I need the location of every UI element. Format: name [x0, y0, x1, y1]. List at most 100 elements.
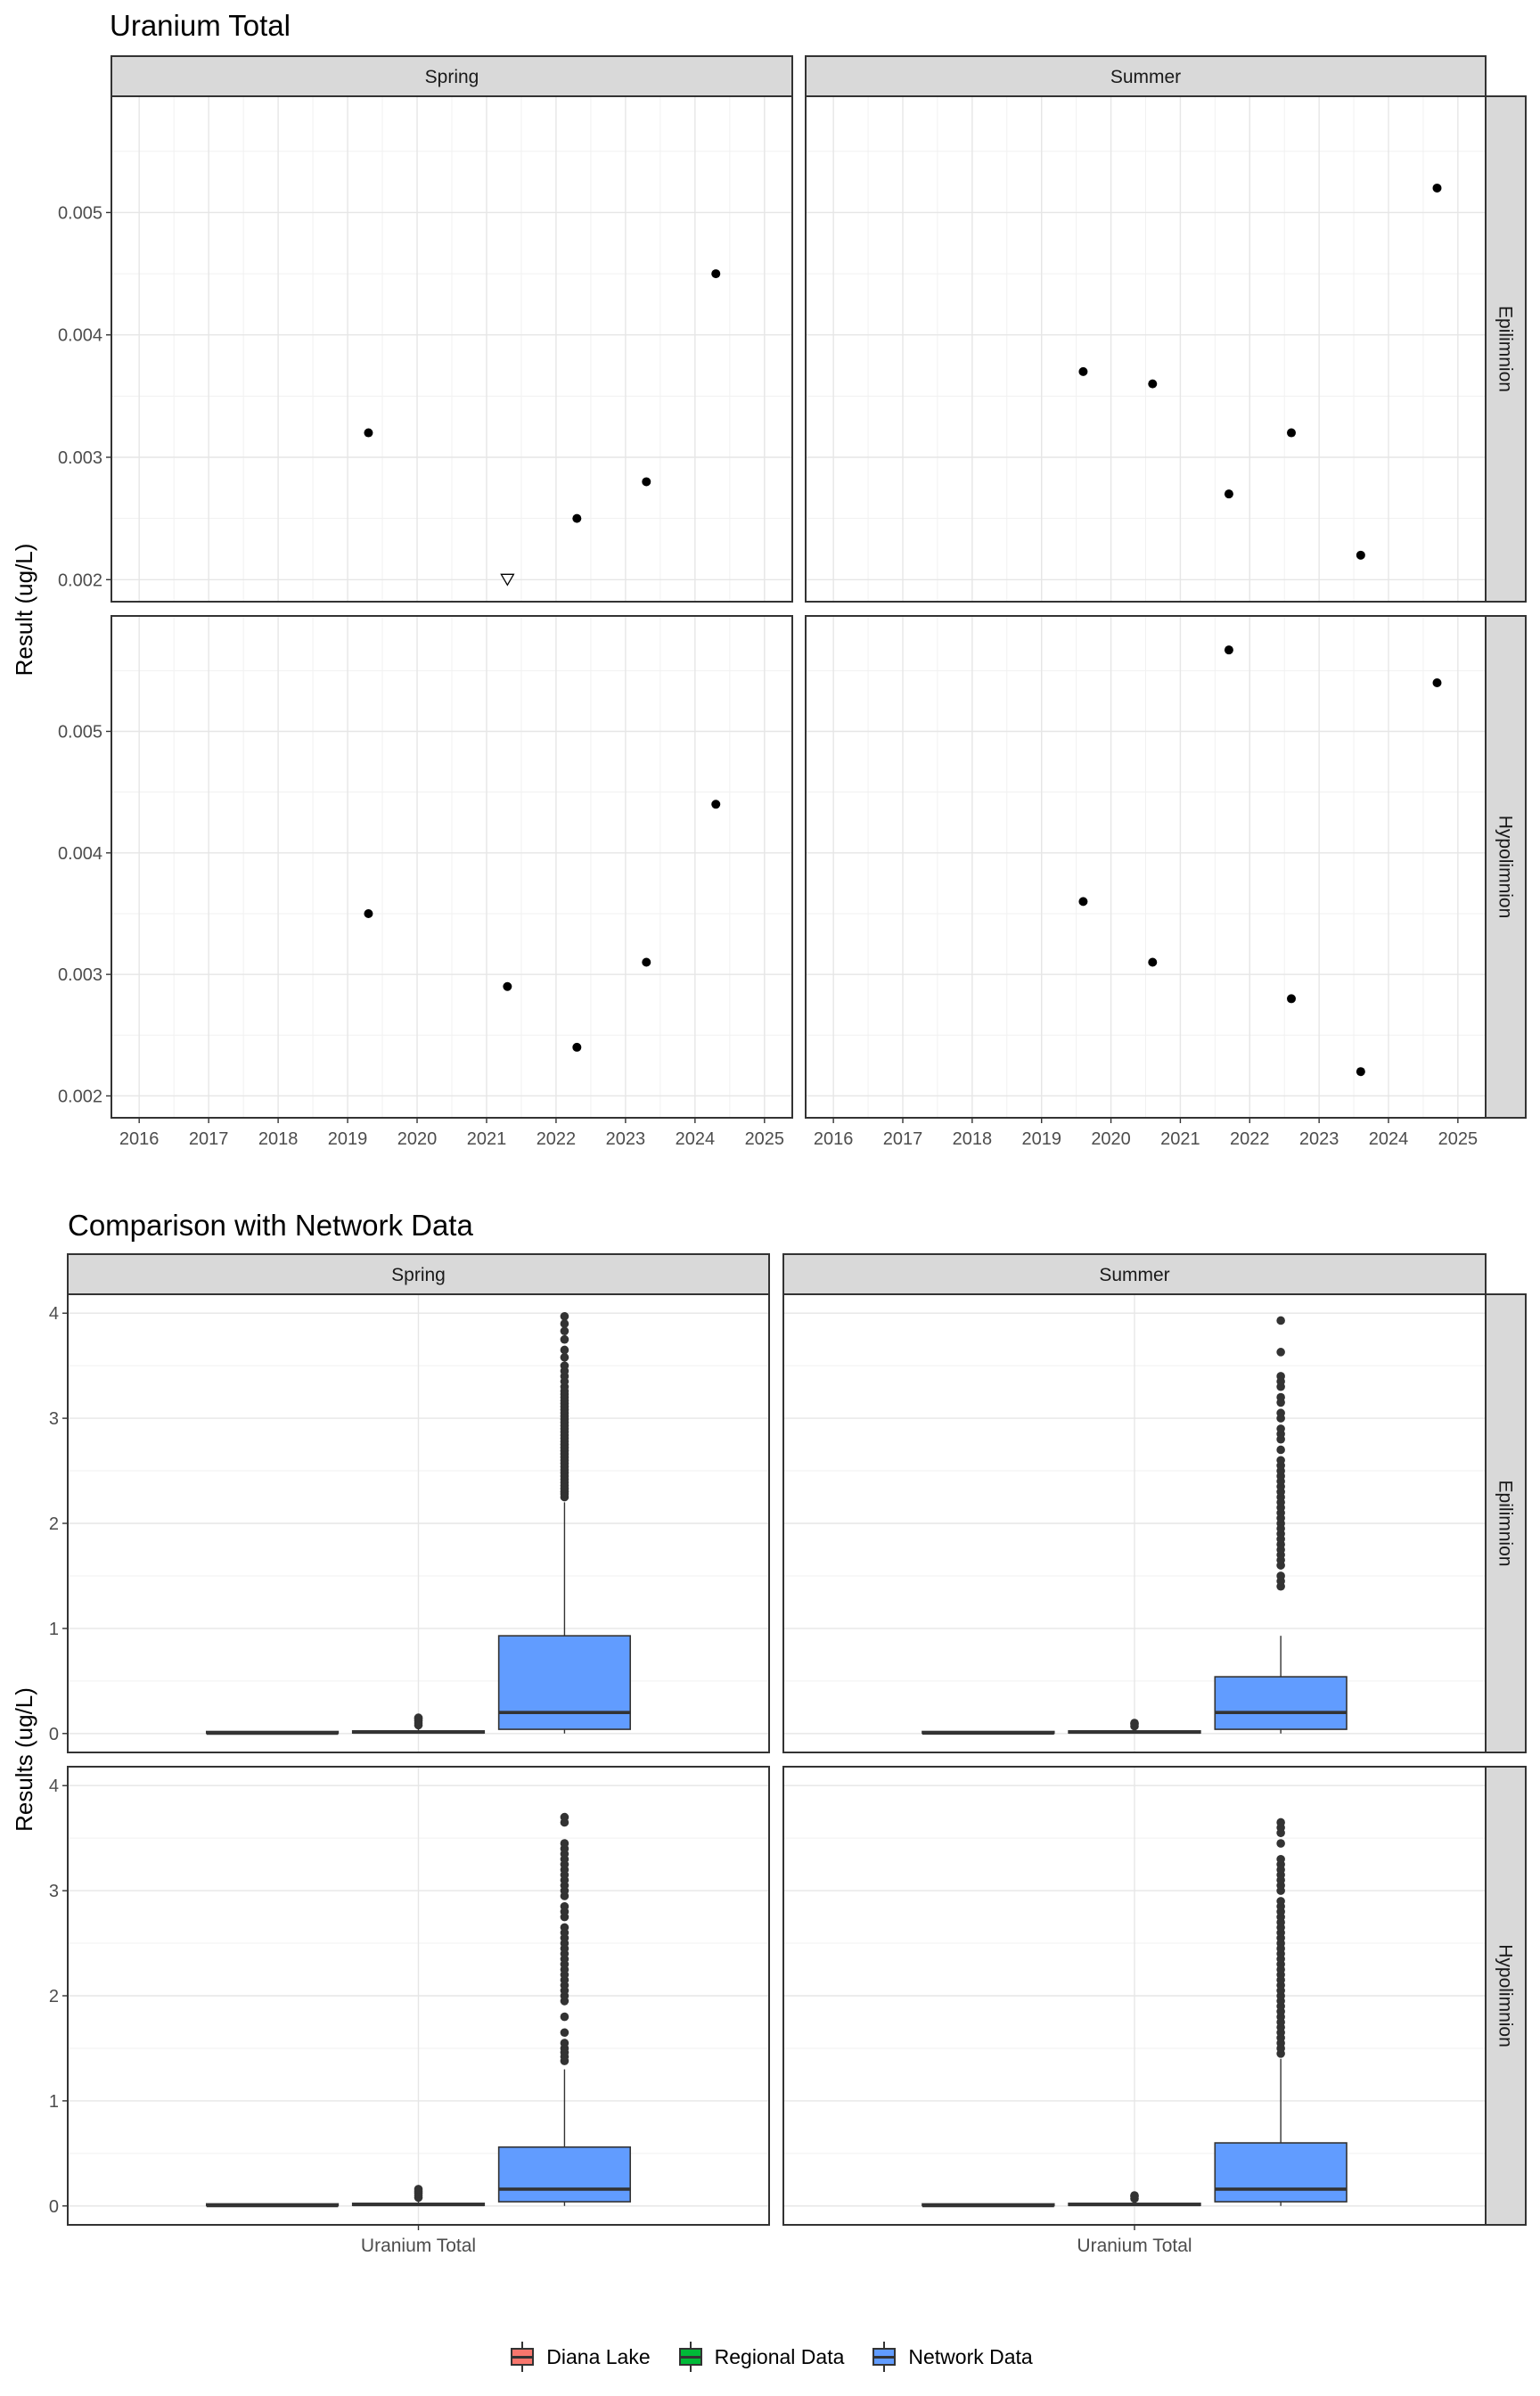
box-network-data-outlier: [1276, 1571, 1285, 1580]
x-tick-label: 2016: [814, 1129, 854, 1149]
y-tick-label: 0: [49, 2197, 59, 2217]
box-network-data-outlier: [560, 1839, 569, 1848]
data-point: [1356, 1067, 1365, 1077]
legend: Diana Lake Regional Data Network Data: [0, 2335, 1540, 2378]
box-network-data-outlier: [1276, 1392, 1285, 1402]
box-regional-data-outlier: [1130, 1719, 1139, 1727]
box-network-data-outlier: [1276, 1408, 1285, 1418]
box-regional-data-outlier: [414, 2185, 423, 2194]
y-tick-label: 0.004: [58, 844, 102, 864]
strip-spring-top: [111, 55, 793, 97]
data-point: [1356, 550, 1365, 560]
data-point: [1148, 957, 1158, 967]
strip-spring-bottom: [67, 1253, 770, 1295]
x-tick-label-category: Uranium Total: [361, 2236, 476, 2256]
legend-label-network-data: Network Data: [908, 2344, 1033, 2368]
legend-label-regional-data: Regional Data: [714, 2344, 845, 2368]
legend-key-diana-lake: [507, 2342, 537, 2372]
box-network-data-iqr: [1214, 1676, 1348, 1730]
box-regional-data-outlier: [1130, 2191, 1139, 2200]
box-network-data-outlier: [1276, 1818, 1285, 1827]
x-tick-label: 2023: [606, 1129, 646, 1149]
box-network-data-outlier: [560, 1334, 569, 1344]
chart-title-comparison: Comparison with Network Data: [68, 1209, 473, 1242]
legend-item-network-data: Network Data: [869, 2342, 1033, 2372]
y-tick-label: 3: [49, 1409, 59, 1429]
box-network-data-outlier: [1276, 1839, 1285, 1848]
strip-label-spring: Spring: [425, 67, 479, 87]
x-tick-label: 2021: [467, 1129, 507, 1149]
data-point-below-detection: [500, 573, 515, 587]
y-tick-label: 4: [49, 1776, 59, 1796]
y-tick-label: 0: [49, 1725, 59, 1744]
box-network-data-outlier: [560, 2012, 569, 2022]
x-tick-label: 2017: [883, 1129, 923, 1149]
y-axis-label-results: Results (ug/L): [11, 1687, 37, 1832]
y-tick-label: 0.004: [58, 326, 102, 346]
y-tick-label: 2: [49, 1987, 59, 2006]
box-network-data-iqr: [497, 1635, 632, 1730]
y-tick-label: 1: [49, 2092, 59, 2112]
data-point: [1078, 897, 1088, 907]
x-tick-label: 2021: [1160, 1129, 1200, 1149]
box-network-data-outlier: [560, 1923, 569, 1932]
data-point: [1224, 645, 1233, 655]
strip-label-hypolimnion: Hypolimnion: [1495, 816, 1516, 919]
box-network-data-iqr: [1214, 2142, 1348, 2203]
data-point: [642, 477, 651, 487]
x-tick-label-category: Uranium Total: [1077, 2236, 1192, 2256]
data-point: [572, 513, 582, 523]
box-network-data-outlier: [560, 1319, 569, 1328]
data-point: [1148, 379, 1158, 389]
x-tick-label: 2022: [537, 1129, 577, 1149]
data-point: [1432, 677, 1442, 687]
data-point: [572, 1042, 582, 1052]
legend-item-diana-lake: Diana Lake: [507, 2342, 651, 2372]
x-tick-label: 2024: [676, 1129, 716, 1149]
data-point: [642, 957, 651, 967]
data-point: [1224, 489, 1233, 499]
strip-hypolimnion-top: [1485, 615, 1527, 1119]
x-tick-label: 2019: [1021, 1129, 1061, 1149]
x-tick-label: 2018: [953, 1129, 993, 1149]
box-network-data-outlier: [1276, 1372, 1285, 1381]
strip-label-spring: Spring: [391, 1265, 446, 1285]
strip-epilimnion-top: [1485, 95, 1527, 603]
x-tick-label: 2025: [1438, 1129, 1479, 1149]
box-network-data-outlier: [1276, 1348, 1285, 1357]
box-network-data-iqr: [497, 2146, 632, 2203]
data-point: [364, 908, 373, 918]
x-tick-label: 2017: [189, 1129, 229, 1149]
box-network-data-outlier: [560, 1311, 569, 1321]
chart-title-uranium-total: Uranium Total: [110, 9, 291, 42]
box-network-data-outlier: [1276, 1424, 1285, 1433]
legend-item-regional-data: Regional Data: [676, 2342, 845, 2372]
strip-summer-top: [805, 55, 1487, 97]
x-tick-label: 2019: [328, 1129, 368, 1149]
legend-key-regional-data: [676, 2342, 706, 2372]
y-tick-label: 0.003: [58, 448, 102, 468]
panel-spring-hypolimnion-border: [111, 615, 793, 1119]
strip-label-epilimnion: Epilimnion: [1495, 1481, 1516, 1567]
y-tick-label: 4: [49, 1304, 59, 1324]
data-point: [711, 269, 721, 279]
data-point: [1078, 366, 1088, 376]
strip-label-hypolimnion: Hypolimnion: [1495, 1944, 1516, 2047]
box-network-data-outlier: [1276, 1316, 1285, 1325]
box-network-data-outlier: [560, 1901, 569, 1911]
y-tick-label: 1: [49, 1620, 59, 1639]
box-network-data-outlier: [560, 1326, 569, 1336]
data-point: [1287, 994, 1296, 1004]
x-tick-label: 2025: [745, 1129, 785, 1149]
box-network-data-outlier: [1276, 1854, 1285, 1864]
strip-summer-bottom: [782, 1253, 1487, 1295]
data-point: [1432, 183, 1442, 193]
strip-hypolimnion-bottom: [1485, 1766, 1527, 2226]
x-tick-label: 2020: [397, 1129, 438, 1149]
strip-label-epilimnion: Epilimnion: [1495, 306, 1516, 392]
y-tick-label: 0.005: [58, 723, 102, 743]
x-tick-label: 2024: [1369, 1129, 1409, 1149]
data-point: [364, 428, 373, 438]
legend-key-network-data: [869, 2342, 899, 2372]
